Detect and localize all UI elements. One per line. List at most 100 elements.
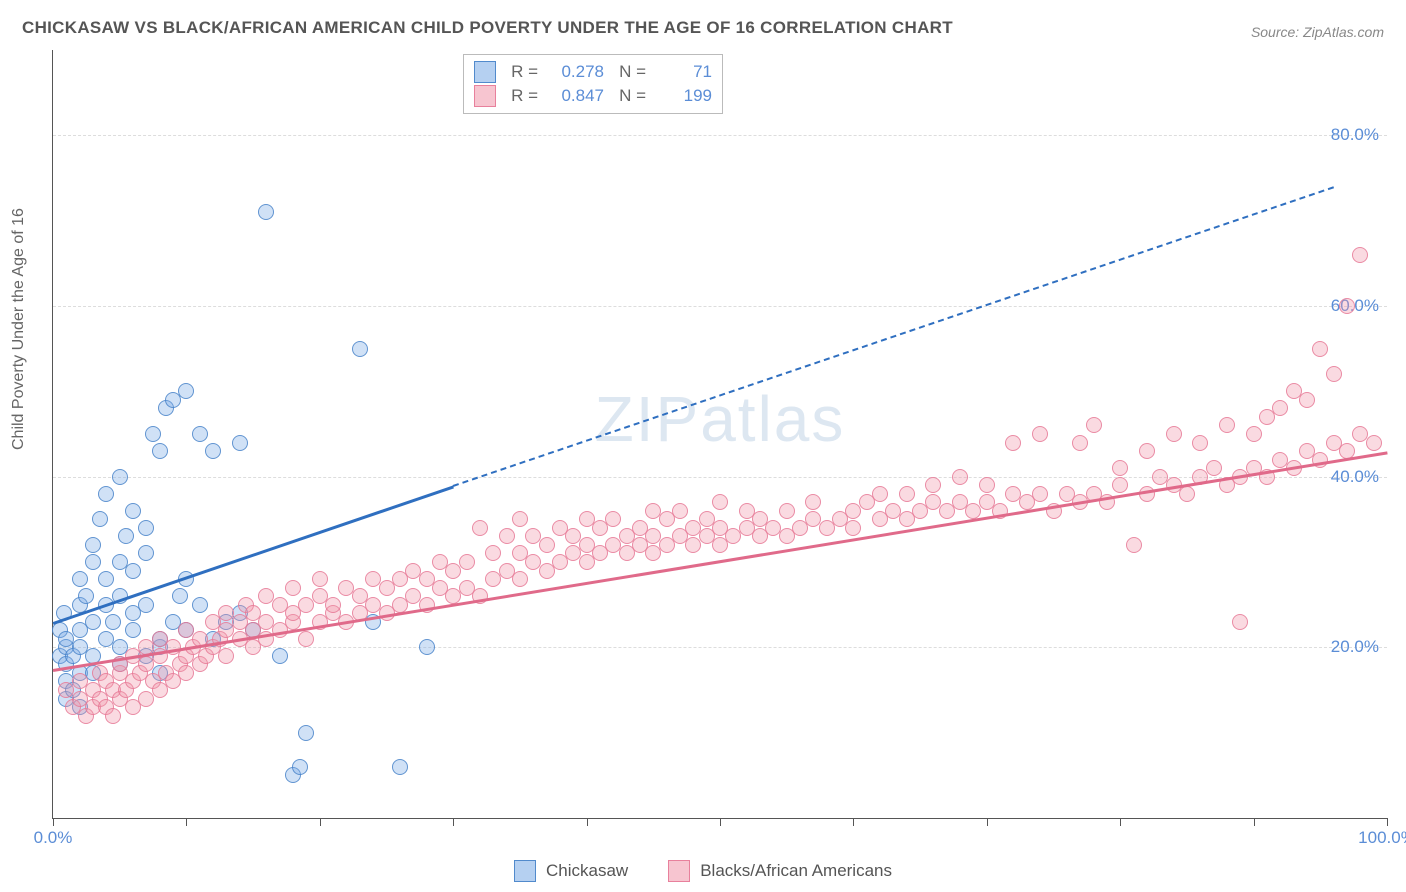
- scatter-point: [138, 520, 154, 536]
- x-tick-mark: [1254, 818, 1255, 826]
- scatter-point: [112, 469, 128, 485]
- scatter-point: [459, 554, 475, 570]
- r-value-1: 0.278: [546, 62, 604, 82]
- scatter-point: [1126, 537, 1142, 553]
- scatter-point: [872, 486, 888, 502]
- stats-row-series1: R = 0.278 N = 71: [474, 61, 712, 83]
- scatter-point: [118, 528, 134, 544]
- scatter-point: [1112, 477, 1128, 493]
- scatter-point: [1232, 614, 1248, 630]
- scatter-point: [1112, 460, 1128, 476]
- scatter-point: [1312, 341, 1328, 357]
- scatter-point: [1166, 426, 1182, 442]
- scatter-point: [205, 443, 221, 459]
- trend-line-solid: [53, 451, 1387, 671]
- scatter-point: [232, 435, 248, 451]
- scatter-point: [298, 725, 314, 741]
- scatter-point: [192, 426, 208, 442]
- scatter-point: [138, 597, 154, 613]
- legend-item-series1: Chickasaw: [514, 860, 628, 882]
- n-label-2: N =: [612, 86, 646, 106]
- scatter-point: [1326, 366, 1342, 382]
- scatter-point: [105, 614, 121, 630]
- scatter-point: [1032, 486, 1048, 502]
- x-tick-mark: [987, 818, 988, 826]
- y-tick-label: 40.0%: [1331, 467, 1379, 487]
- scatter-point: [292, 759, 308, 775]
- y-tick-label: 20.0%: [1331, 637, 1379, 657]
- x-tick-mark: [587, 818, 588, 826]
- x-tick-mark: [53, 818, 54, 826]
- x-tick-mark: [1387, 818, 1388, 826]
- scatter-point: [979, 477, 995, 493]
- legend-label-series1: Chickasaw: [546, 861, 628, 881]
- scatter-point: [1206, 460, 1222, 476]
- scatter-point: [419, 639, 435, 655]
- n-label-1: N =: [612, 62, 646, 82]
- x-tick-label: 100.0%: [1358, 828, 1406, 848]
- legend-swatch-series1: [514, 860, 536, 882]
- scatter-point: [845, 520, 861, 536]
- stats-row-series2: R = 0.847 N = 199: [474, 85, 712, 107]
- y-tick-label: 80.0%: [1331, 125, 1379, 145]
- scatter-point: [485, 545, 501, 561]
- scatter-point: [85, 537, 101, 553]
- scatter-point: [105, 708, 121, 724]
- scatter-point: [1032, 426, 1048, 442]
- scatter-point: [1072, 435, 1088, 451]
- x-tick-mark: [186, 818, 187, 826]
- scatter-point: [85, 554, 101, 570]
- scatter-point: [78, 588, 94, 604]
- scatter-point: [472, 520, 488, 536]
- scatter-point: [539, 537, 555, 553]
- watermark: ZIPatlas: [595, 382, 846, 456]
- scatter-point: [98, 486, 114, 502]
- scatter-point: [272, 648, 288, 664]
- scatter-point: [1192, 435, 1208, 451]
- scatter-point: [925, 477, 941, 493]
- scatter-point: [285, 580, 301, 596]
- swatch-series2: [474, 85, 496, 107]
- scatter-point: [152, 443, 168, 459]
- scatter-point: [899, 486, 915, 502]
- r-label-1: R =: [504, 62, 538, 82]
- scatter-point: [298, 631, 314, 647]
- stats-legend-box: R = 0.278 N = 71 R = 0.847 N = 199: [463, 54, 723, 114]
- scatter-point: [1005, 435, 1021, 451]
- scatter-point: [779, 503, 795, 519]
- scatter-point: [98, 571, 114, 587]
- scatter-point: [672, 503, 688, 519]
- bottom-legend: Chickasaw Blacks/African Americans: [0, 860, 1406, 882]
- x-tick-mark: [853, 818, 854, 826]
- x-tick-mark: [720, 818, 721, 826]
- scatter-point: [392, 759, 408, 775]
- n-value-2: 199: [654, 86, 712, 106]
- scatter-point: [325, 597, 341, 613]
- scatter-point: [312, 571, 328, 587]
- source-label: Source: ZipAtlas.com: [1251, 24, 1384, 40]
- y-axis-label: Child Poverty Under the Age of 16: [10, 208, 28, 450]
- scatter-point: [1299, 392, 1315, 408]
- x-tick-mark: [453, 818, 454, 826]
- gridline-h: [53, 306, 1387, 307]
- scatter-point: [712, 494, 728, 510]
- n-value-1: 71: [654, 62, 712, 82]
- scatter-point: [125, 563, 141, 579]
- r-label-2: R =: [504, 86, 538, 106]
- scatter-point: [1339, 298, 1355, 314]
- scatter-point: [218, 648, 234, 664]
- scatter-point: [72, 571, 88, 587]
- scatter-point: [125, 622, 141, 638]
- scatter-point: [1352, 247, 1368, 263]
- x-tick-mark: [1120, 818, 1121, 826]
- legend-label-series2: Blacks/African Americans: [700, 861, 892, 881]
- scatter-point: [1272, 400, 1288, 416]
- scatter-point: [1086, 417, 1102, 433]
- scatter-point: [258, 204, 274, 220]
- gridline-h: [53, 135, 1387, 136]
- scatter-point: [192, 597, 208, 613]
- scatter-point: [172, 588, 188, 604]
- scatter-point: [145, 426, 161, 442]
- x-tick-label: 0.0%: [34, 828, 73, 848]
- scatter-point: [1219, 417, 1235, 433]
